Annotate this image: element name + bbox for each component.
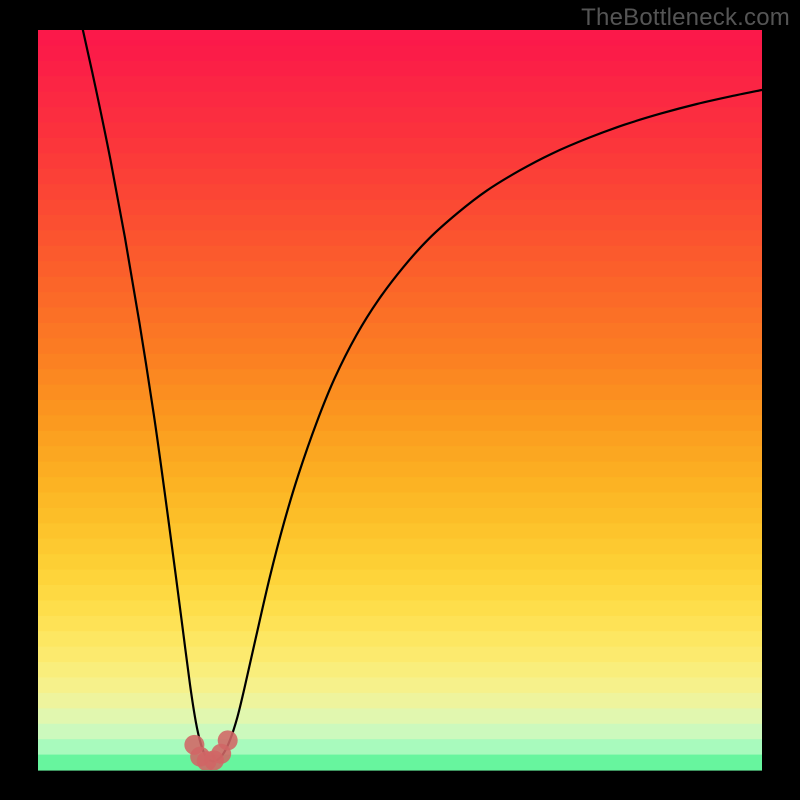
chart-canvas [0,0,800,800]
watermark-text: TheBottleneck.com [581,4,790,32]
chart-stage: TheBottleneck.com [0,0,800,800]
gradient-bands [38,30,762,771]
